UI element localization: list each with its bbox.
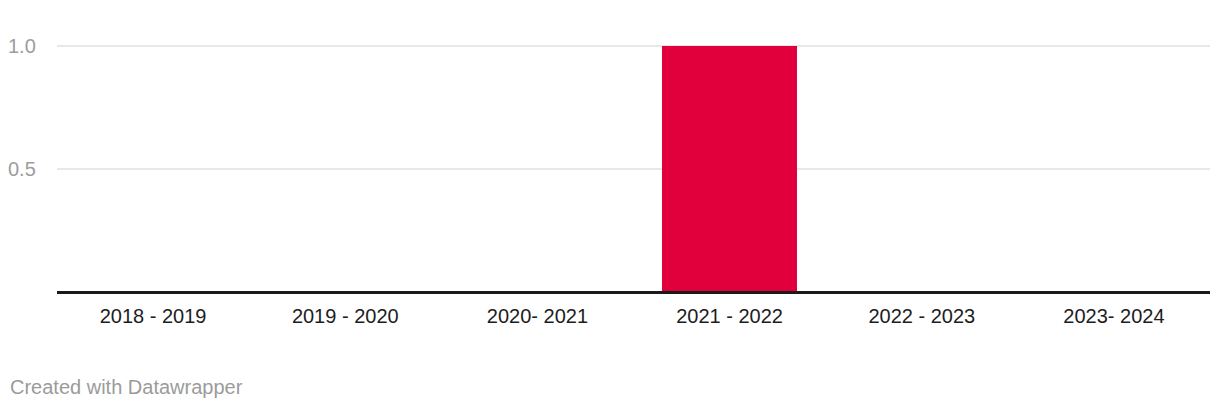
bar[interactable] [662,46,797,291]
bar-slot [826,46,1018,291]
x-axis-category-label: 2018 - 2019 [57,303,249,329]
bar-slot [634,46,826,291]
y-axis-tick-label: 0.5 [8,157,48,181]
x-axis-category-label: 2023- 2024 [1018,303,1210,329]
bar-chart: 0.51.0 2018 - 20192019 - 20202020- 20212… [0,0,1220,412]
bar-slot [249,46,441,291]
y-axis-labels: 0.51.0 [8,46,48,291]
x-axis-category-label: 2021 - 2022 [634,303,826,329]
bar-slot [1018,46,1210,291]
x-axis-category-label: 2019 - 2020 [249,303,441,329]
x-axis-labels: 2018 - 20192019 - 20202020- 20212021 - 2… [57,303,1210,329]
datawrapper-attribution-link[interactable]: Created with Datawrapper [10,375,242,399]
x-axis-category-label: 2022 - 2023 [826,303,1018,329]
x-axis-line [57,291,1210,294]
plot-area [57,46,1210,291]
bars-layer [57,46,1210,291]
x-axis-category-label: 2020- 2021 [441,303,633,329]
bar-slot [57,46,249,291]
y-axis-tick-label: 1.0 [8,34,48,58]
bar-slot [441,46,633,291]
